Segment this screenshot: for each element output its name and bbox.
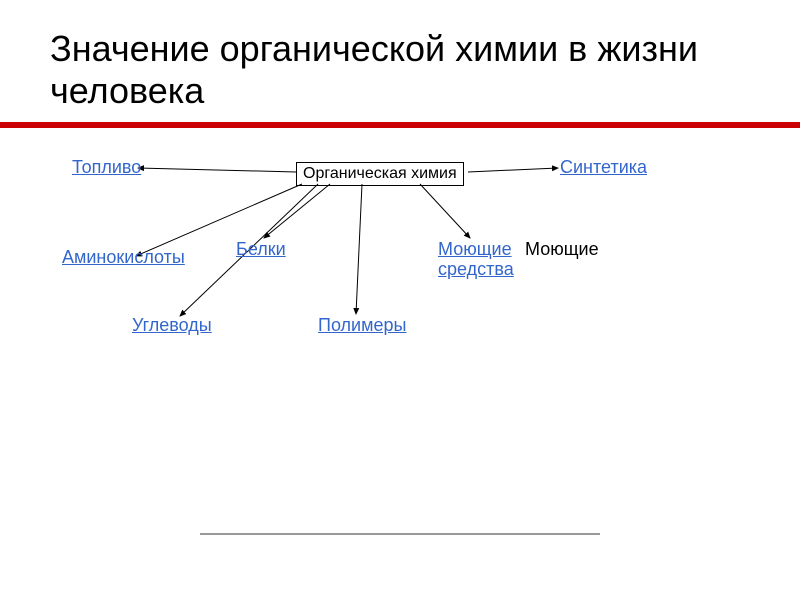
extra-text-label: Моющие (525, 239, 599, 259)
node-fuel[interactable]: Топливо (72, 158, 152, 178)
node-label: Топливо (72, 157, 141, 177)
arrow-line (356, 184, 362, 314)
node-label: Углеводы (132, 315, 212, 335)
center-node: Органическая химия (296, 162, 464, 186)
slide: Значение органической химии в жизни чело… (0, 0, 800, 600)
node-label: Синтетика (560, 157, 647, 177)
node-proteins[interactable]: Белки (236, 240, 296, 260)
node-carbs[interactable]: Углеводы (132, 316, 222, 336)
node-detergents[interactable]: Моющие средства (438, 240, 528, 280)
node-label: Аминокислоты (62, 247, 185, 267)
node-label: Белки (236, 239, 286, 259)
node-amino[interactable]: Аминокислоты (62, 248, 197, 268)
node-polymers[interactable]: Полимеры (318, 316, 418, 336)
page-title: Значение органической химии в жизни чело… (50, 28, 750, 112)
arrow-line (420, 184, 470, 238)
extra-text: Моющие (525, 240, 599, 260)
node-label: Моющие средства (438, 239, 514, 279)
arrow-line (264, 184, 330, 238)
title-underline (0, 122, 800, 128)
arrow-line (138, 168, 296, 172)
arrow-line (468, 168, 558, 172)
node-synth[interactable]: Синтетика (560, 158, 660, 178)
node-label: Полимеры (318, 315, 406, 335)
